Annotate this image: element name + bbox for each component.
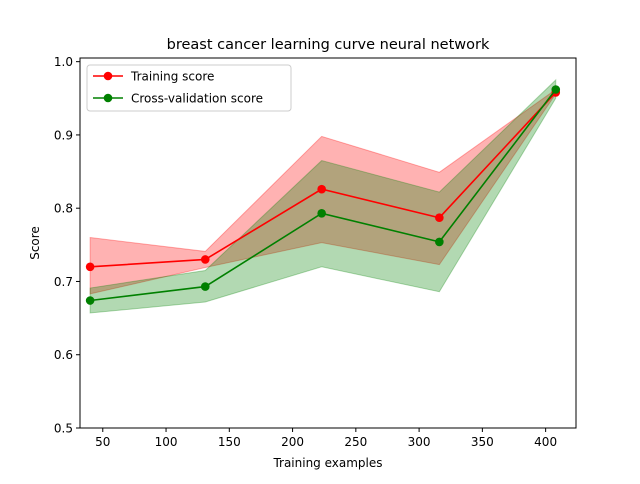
x-tick-label: 50 — [95, 435, 110, 449]
cross-validation-score-point — [551, 85, 561, 94]
legend-cross-validation-score-label: Cross-validation score — [131, 92, 263, 106]
cross-validation-score-point — [435, 237, 444, 247]
training-score-point — [85, 262, 95, 272]
x-tick-label: 100 — [155, 435, 178, 449]
training-score-point — [317, 184, 326, 194]
training-score-point — [200, 255, 210, 264]
x-tick-label: 350 — [471, 435, 494, 449]
legend-cross-validation-score-marker — [103, 93, 113, 103]
x-tick-label: 400 — [534, 435, 557, 449]
legend-training-score-label: Training score — [130, 70, 214, 84]
y-tick-label: 0.5 — [54, 422, 73, 436]
x-axis-label: Training examples — [272, 456, 382, 470]
y-axis: 0.5 0.6 0.7 0.8 0.9 1.0 — [54, 55, 80, 436]
cross-validation-score-point — [85, 296, 95, 305]
y-tick-label: 1.0 — [54, 55, 73, 69]
cross-validation-score-point — [317, 209, 326, 218]
x-tick-label: 300 — [408, 435, 431, 449]
legend: Training score Cross-validation score — [86, 64, 292, 112]
y-axis-label: Score — [28, 226, 42, 260]
legend-frame — [86, 64, 292, 112]
y-tick-label: 0.7 — [54, 275, 73, 289]
legend-training-score-marker — [103, 71, 113, 81]
training-score-point — [435, 213, 444, 223]
y-tick-label: 0.9 — [54, 128, 73, 142]
cross-validation-score-band — [89, 78, 557, 314]
x-tick-label: 150 — [218, 435, 241, 449]
chart-title: breast cancer learning curve neural netw… — [167, 37, 490, 53]
x-axis: 50 100 150 200 250 300 350 400 — [95, 428, 557, 449]
plot-area-frame — [79, 57, 577, 429]
y-tick-label: 0.6 — [54, 348, 73, 362]
cross-validation-score-point — [200, 282, 210, 291]
x-tick-label: 250 — [344, 435, 367, 449]
y-tick-label: 0.8 — [54, 202, 73, 216]
x-tick-label: 200 — [281, 435, 304, 449]
lines-layer — [85, 85, 561, 305]
